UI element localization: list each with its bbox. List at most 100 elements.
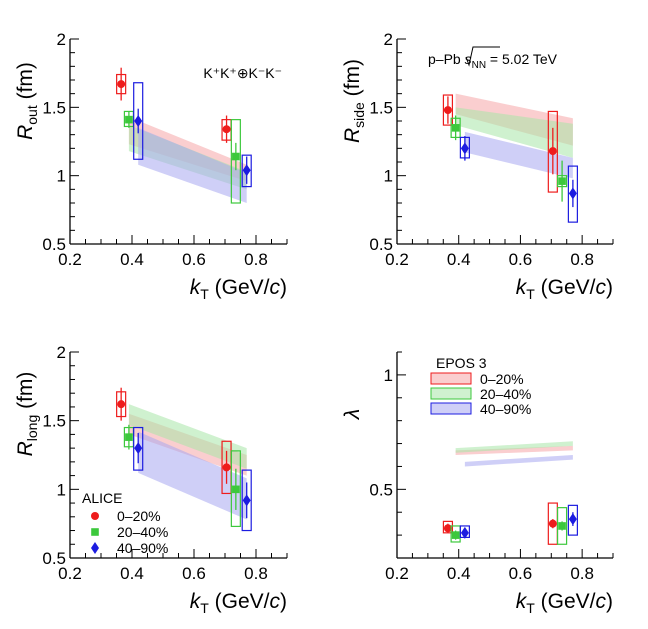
syst-box	[567, 504, 578, 536]
data-point	[134, 442, 143, 455]
panel-rlong: 0.2 0.4 0.6 0.8 0.5 1 1.5 2 kT (GeV/c) Rlong (fm)…	[14, 343, 288, 616]
data-point	[568, 187, 577, 200]
energy-prefix: p–Pb	[428, 51, 465, 67]
syst-box	[230, 119, 241, 204]
y-tick-label: 1	[57, 480, 66, 499]
y-tick-label: 1.5	[369, 98, 393, 117]
x-axis-title: kT (GeV/c)	[516, 276, 613, 302]
x-title-k: k	[516, 590, 528, 613]
y-axis-title: Rside (fm)	[341, 59, 367, 143]
x-title-unit: (GeV/	[209, 276, 270, 299]
x-title-k: k	[190, 590, 202, 613]
y-tick-label: 2	[57, 30, 66, 49]
syst-box	[230, 450, 241, 528]
x-tick-label: 0.8	[570, 250, 594, 269]
energy-sub: NN	[472, 60, 486, 71]
data-point	[548, 519, 557, 528]
syst-box	[241, 469, 252, 532]
panel-rside: 0.2 0.4 0.6 0.8 0.5 1 1.5 2 kT (GeV/c) Rside (fm)…	[341, 30, 614, 302]
y-tick-label: 1.5	[42, 412, 66, 431]
legend-alice-marker	[91, 542, 99, 554]
data-point	[548, 147, 557, 156]
data-point	[222, 125, 231, 134]
x-tick-label: 0.6	[182, 564, 206, 583]
syst-box	[567, 165, 578, 223]
data-point	[242, 494, 251, 507]
data-point	[134, 115, 143, 127]
data-point	[558, 522, 566, 530]
y-tick-label: 1	[57, 167, 66, 186]
data-point	[451, 531, 460, 539]
x-tick-label: 0.8	[244, 250, 268, 269]
y-tick-label: 1.5	[42, 98, 66, 117]
x-tick-label: 0.2	[58, 250, 82, 269]
y-tick-label: 0.5	[369, 235, 393, 254]
legend-alice-entry: 20–40%	[117, 524, 168, 540]
data-point	[443, 524, 452, 533]
model-band-1	[128, 404, 247, 469]
panel-rout: 0.2 0.4 0.6 0.8 0.5 1 1.5 2 kT (GeV/c) Rout (fm) K…	[14, 30, 288, 302]
y-tick-label: 2	[57, 343, 66, 362]
syst-box	[442, 520, 454, 534]
x-title-close: )	[280, 276, 287, 299]
legend-epos-entry: 20–40%	[480, 386, 531, 402]
y-title-main: R	[341, 128, 364, 143]
model-band-2	[464, 455, 573, 467]
y-tick-label: 0.5	[42, 235, 66, 254]
x-tick-label: 0.2	[58, 564, 82, 583]
syst-box	[547, 110, 558, 193]
energy-sqrt-s: s	[465, 51, 472, 67]
data-point	[451, 124, 460, 132]
syst-box	[556, 507, 568, 545]
data-point	[460, 526, 469, 539]
legend-epos-entry: 40–90%	[480, 401, 531, 417]
y-title-unit: (fm)	[14, 62, 37, 105]
y-title-sub: side	[351, 102, 367, 128]
x-axis-title: kT (GeV/c)	[190, 276, 287, 302]
x-tick-label: 0.4	[447, 250, 471, 269]
syst-box	[241, 154, 252, 188]
x-tick-label: 0.6	[182, 250, 206, 269]
energy-label: p–Pb sNN = 5.02 TeV	[428, 51, 558, 71]
y-axis-title: Rout (fm)	[14, 62, 40, 140]
y-title-main: R	[14, 125, 37, 140]
x-title-sub: T	[200, 286, 209, 302]
x-title-c: c	[596, 590, 607, 613]
x-title-unit: (GeV/	[535, 590, 596, 613]
syst-box	[442, 94, 454, 126]
x-title-close: )	[606, 590, 613, 613]
x-title-unit: (GeV/	[209, 590, 270, 613]
data-point	[242, 164, 251, 177]
data-point	[117, 80, 126, 89]
data-point	[125, 433, 133, 441]
data-point	[125, 115, 133, 124]
x-tick-label: 0.4	[120, 250, 144, 269]
y-title-unit: (fm)	[341, 59, 364, 102]
y-axis-title: λ	[341, 409, 364, 420]
data-point	[232, 152, 240, 161]
legend-epos-entry: 0–20%	[480, 371, 524, 387]
y-title-main: R	[14, 441, 37, 456]
data-point	[222, 463, 231, 472]
legend-alice-marker	[91, 512, 99, 520]
x-title-sub: T	[526, 286, 535, 302]
x-title-k: k	[516, 276, 528, 299]
x-tick-label: 0.4	[447, 564, 471, 583]
syst-box	[133, 426, 144, 471]
legend-epos-swatch	[430, 372, 472, 385]
x-title-c: c	[596, 276, 607, 299]
y-axis-title: Rlong (fm)	[14, 372, 40, 457]
syst-box	[133, 82, 144, 160]
panel-lambda: 0.2 0.4 0.6 0.8 0.5 1 kT (GeV/c) λ EPOS 30–20%20…	[341, 351, 614, 616]
energy-suffix: = 5.02 TeV	[486, 51, 558, 67]
legend-alice-title: ALICE	[82, 490, 122, 506]
sqrt-sign-icon	[465, 46, 500, 67]
reaction-label: K⁺K⁺⊕K⁻K⁻	[203, 65, 282, 81]
model-band-2	[464, 131, 573, 179]
model-band-1	[455, 441, 573, 453]
model-band-2	[138, 431, 247, 520]
model-band-2	[138, 127, 247, 203]
y-tick-label: 1	[384, 366, 393, 385]
y-title-main: λ	[341, 409, 364, 420]
